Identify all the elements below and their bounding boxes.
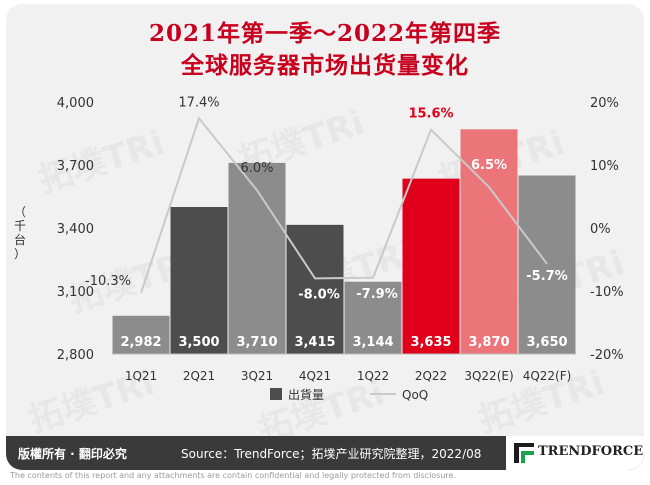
- y-left-tick-label: 3,100: [57, 285, 94, 300]
- qoq-value-label: 6.0%: [240, 161, 273, 176]
- qoq-value-label: -8.0%: [298, 287, 339, 302]
- y-right-tick-label: 10%: [590, 159, 619, 174]
- qoq-value-label: 6.5%: [471, 158, 507, 173]
- qoq-value-label: 17.4%: [178, 95, 219, 110]
- x-tick-label: 2Q21: [183, 369, 215, 383]
- chart-title-line2: 全球服务器市场出货量变化: [181, 52, 469, 79]
- bar-value-label: 3,635: [410, 335, 451, 350]
- brand-logo: TRENDFORCE: [506, 436, 644, 470]
- bar: [112, 315, 170, 354]
- legend-label-bar: 出貨量: [288, 387, 324, 402]
- y-left-tick-label: 2,800: [57, 348, 94, 363]
- x-tick-label: 1Q21: [125, 369, 157, 383]
- bar-value-label: 3,710: [236, 335, 277, 350]
- y-right-tick-label: -10%: [590, 285, 624, 300]
- bar: [460, 129, 518, 354]
- y-left-axis-label: 台: [14, 232, 26, 247]
- bar: [170, 207, 228, 354]
- bar: [228, 162, 286, 354]
- bar: [286, 224, 344, 354]
- chart-svg: 2,800 3,100 3,400 3,700 4,000 （千台） -20% -10% 0% 1…: [14, 95, 624, 402]
- y-right-tick-label: -20%: [590, 348, 624, 363]
- copyright-notice: 版權所有 · 翻印必究: [18, 447, 127, 461]
- x-tick-label: 1Q22: [357, 369, 389, 383]
- x-tick-label: 4Q21: [299, 369, 331, 383]
- x-tick-label: 4Q22(F): [523, 369, 572, 383]
- legend-swatch-bar: [270, 388, 282, 400]
- qoq-value-label: -7.9%: [356, 287, 397, 302]
- bar: [402, 178, 460, 354]
- bar: [344, 281, 402, 354]
- y-right-tick-label: 20%: [590, 96, 619, 111]
- qoq-line: [140, 116, 548, 294]
- x-tick-label: 2Q22: [415, 369, 447, 383]
- qoq-value-label: 15.6%: [408, 107, 453, 122]
- bar-value-label: 2,982: [120, 335, 161, 350]
- qoq-value-label: -10.3%: [85, 274, 131, 289]
- bar-value-label: 3,870: [468, 335, 509, 350]
- y-left-tick-label: 3,400: [57, 222, 94, 237]
- y-left-axis-label: （: [14, 205, 26, 219]
- chart-title-line1: 2021年第一季～2022年第四季: [148, 20, 502, 47]
- bar-value-label: 3,500: [178, 335, 219, 350]
- y-left-axis-label: ）: [14, 247, 26, 261]
- trendforce-logo-icon: [514, 443, 534, 463]
- y-left-tick-label: 3,700: [57, 159, 94, 174]
- chart-card: 拓墣TRi 拓墣TRi 拓墣TRi 拓墣TRi 拓墣TRi 拓墣TRi 拓墣TR…: [6, 4, 644, 470]
- y-left-tick-label: 4,000: [57, 96, 94, 111]
- qoq-value-label: -5.7%: [526, 269, 567, 284]
- legend-label-line: QoQ: [402, 388, 428, 402]
- y-right-tick-label: 0%: [590, 222, 611, 237]
- x-tick-label: 3Q22(E): [464, 369, 513, 383]
- y-left-axis-label: 千: [14, 219, 26, 233]
- x-tick-label: 3Q21: [241, 369, 273, 383]
- source-note: Source：TrendForce；拓墣产业研究院整理，2022/08: [181, 447, 482, 461]
- bar-value-label: 3,415: [294, 335, 335, 350]
- brand-name: TRENDFORCE: [538, 444, 644, 459]
- bar-value-label: 3,144: [352, 335, 393, 350]
- bar: [518, 175, 576, 354]
- bar-value-label: 3,650: [526, 335, 567, 350]
- disclaimer: The contents of this report and any atta…: [10, 471, 456, 480]
